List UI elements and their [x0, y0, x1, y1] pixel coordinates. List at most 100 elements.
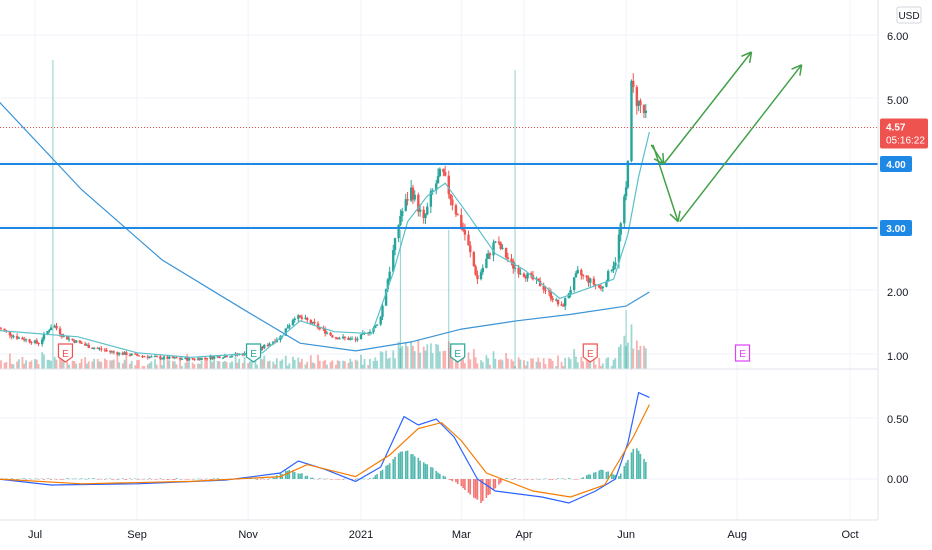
macd-histogram-bar [93, 478, 95, 479]
volume-bar [422, 346, 425, 369]
candle-body [400, 210, 404, 216]
volume-bar [123, 359, 126, 369]
macd-histogram-bar [188, 479, 190, 480]
macd-histogram-bar [12, 479, 15, 480]
candle-body [203, 357, 207, 359]
volume-bar [469, 359, 472, 369]
macd-histogram-bar [517, 479, 520, 480]
volume-bar [575, 356, 577, 369]
candle-body [162, 356, 166, 359]
macd-histogram-bar [311, 477, 314, 479]
candle-body [62, 336, 65, 338]
candle-body [146, 356, 150, 358]
volume-bar [175, 364, 178, 369]
macd-histogram-bar [569, 478, 572, 480]
volume-bar [438, 351, 441, 369]
candle-body [392, 250, 395, 272]
candle-body [393, 238, 397, 251]
candle-body [241, 354, 244, 356]
earnings-marker[interactable]: E [582, 343, 598, 363]
volume-bar [386, 358, 389, 369]
volume-bar [632, 348, 635, 369]
earnings-marker[interactable]: E [245, 343, 262, 363]
horizontal-levels[interactable] [0, 163, 878, 229]
macd-histogram-bar [267, 479, 269, 480]
earnings-marker-label: E [587, 349, 594, 360]
volume-bar [68, 364, 70, 369]
candle-body [205, 358, 209, 360]
candle-body [40, 339, 44, 345]
candle-body [524, 276, 527, 279]
candle-body [381, 305, 384, 317]
volume-bar [449, 348, 452, 369]
macd-histogram-bar [299, 473, 301, 479]
candle-body [272, 341, 275, 344]
macd-histogram-bar [263, 479, 266, 480]
candle-body [574, 273, 578, 278]
volume-bar [610, 365, 613, 369]
volume-bar [87, 361, 90, 369]
macd-histogram-bar [401, 451, 403, 479]
candle-body [198, 358, 201, 360]
candle-body [191, 358, 194, 360]
candle-body [229, 356, 232, 358]
earnings-marker[interactable]: E [57, 343, 74, 363]
volume-bar [75, 363, 78, 369]
earnings-marker[interactable]: E [734, 344, 751, 362]
candle-body [298, 315, 302, 318]
candle-body [635, 87, 639, 106]
candle-body [404, 199, 407, 211]
candle-body [479, 272, 483, 280]
macd-histogram-bar [288, 469, 291, 479]
candle-body [55, 325, 58, 329]
macd-histogram-bar [476, 479, 479, 500]
candle-body [212, 356, 216, 359]
macd-histogram-bar [381, 469, 384, 479]
candle-body [134, 353, 137, 355]
level-label-box [880, 220, 912, 236]
volume-bar [506, 358, 509, 369]
price-tick-label: 1.00 [887, 351, 908, 363]
macd-histogram-bar [198, 478, 201, 480]
candle-body [598, 285, 601, 288]
earnings-marker-box [582, 343, 598, 363]
currency-button[interactable]: USD [896, 6, 922, 24]
candle-body [268, 343, 271, 346]
candle-body [209, 356, 212, 359]
volume-bar [569, 359, 572, 369]
projection-arrow [663, 51, 753, 165]
volume-bar [300, 358, 303, 369]
candle-body [123, 352, 126, 355]
volume-bar [293, 359, 296, 369]
volume-bar [551, 360, 554, 369]
earnings-marker[interactable]: E [450, 343, 466, 363]
volume-bar [519, 359, 522, 369]
macd-histogram-bar [342, 479, 344, 480]
volume-bar [480, 360, 482, 369]
projection-arrows[interactable] [650, 51, 803, 223]
macd-histogram-bar [161, 479, 163, 480]
macd-histogram-bar [23, 478, 26, 479]
volume-bar [444, 350, 447, 369]
macd-histogram-bar [394, 456, 396, 479]
volume-bar [112, 359, 115, 369]
macd-histogram-bar [351, 479, 353, 480]
macd-histogram-bar [419, 460, 421, 479]
volume-bar [268, 360, 271, 369]
candle-body [266, 345, 270, 347]
macd-histogram-bar [612, 474, 615, 479]
macd-histogram-bar [637, 450, 640, 479]
volume-bar [266, 361, 269, 369]
macd-histogram-bar [329, 479, 332, 480]
candle-body [148, 356, 151, 358]
candle-body [610, 270, 613, 272]
volume-bar [537, 357, 540, 369]
macd-histogram-bar [55, 479, 58, 480]
volume-bar [379, 351, 382, 369]
macd-histogram-bar [163, 479, 165, 480]
candle-body [334, 337, 338, 339]
macd-histogram-bar [259, 479, 262, 480]
volume-bar [23, 363, 26, 369]
